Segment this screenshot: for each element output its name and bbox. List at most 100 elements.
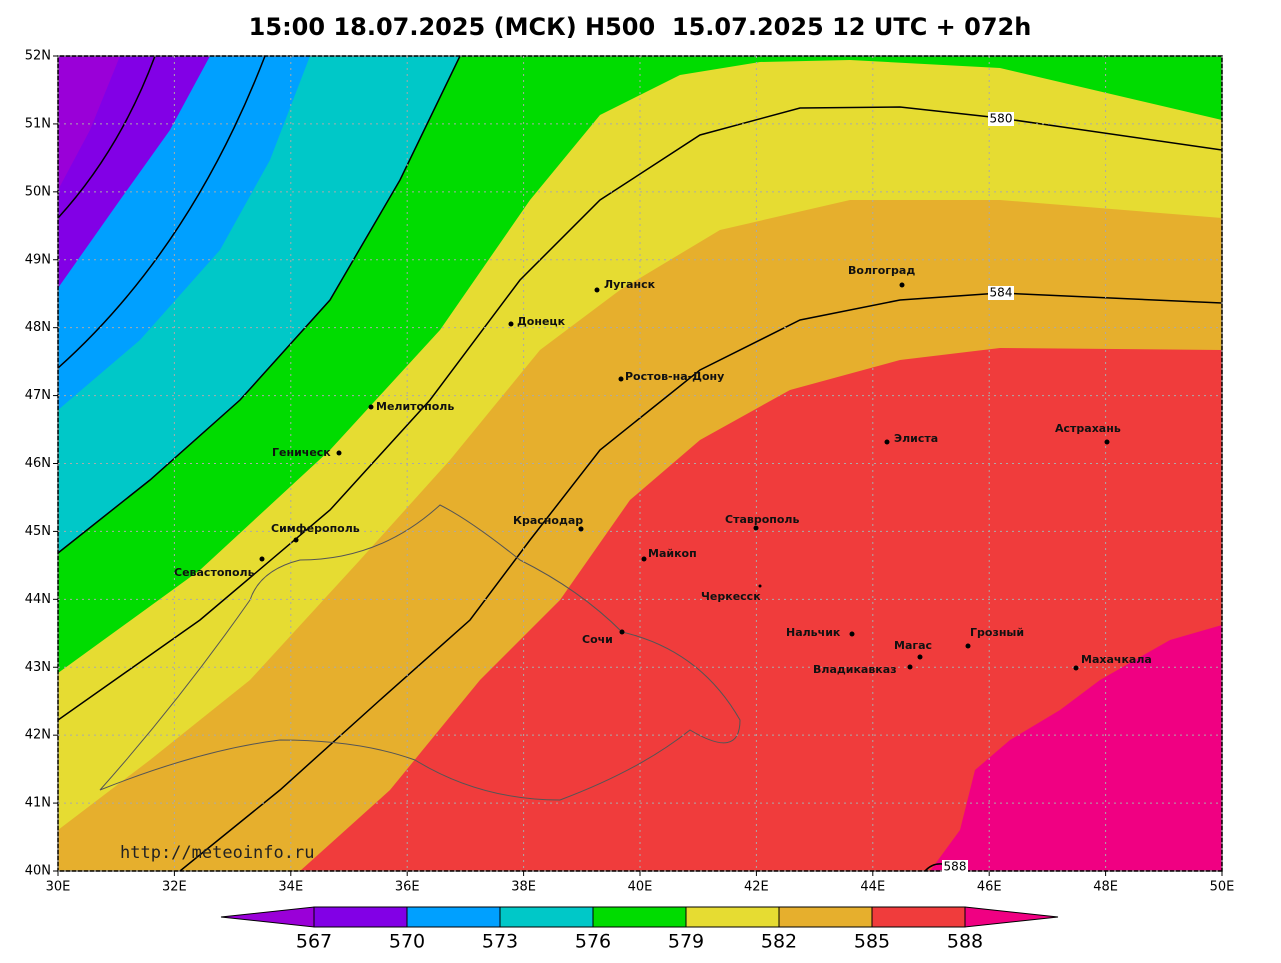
colorbar-tick-label: 588 — [947, 931, 983, 953]
x-tick-label: 32E — [162, 880, 187, 895]
colorbar-tick-label: 585 — [854, 931, 890, 953]
colorbar-segment — [313, 906, 408, 928]
city-dot — [1073, 665, 1079, 671]
colorbar-segment — [406, 906, 501, 928]
y-tick-label: 51N — [25, 116, 51, 131]
y-tick-label: 41N — [25, 796, 51, 811]
city-dot — [1104, 439, 1110, 445]
city-label: Донецк — [517, 315, 566, 328]
contours — [58, 56, 1222, 871]
city-dot — [336, 450, 342, 456]
city-dot — [594, 287, 600, 293]
x-tick-label: 34E — [278, 880, 303, 895]
city-label: Элиста — [894, 432, 938, 445]
y-tick-label: 45N — [25, 524, 51, 539]
city-dot — [508, 321, 514, 327]
city-label: Владикавказ — [813, 663, 897, 676]
x-tick-label: 50E — [1210, 880, 1235, 895]
contour-label: 588 — [944, 860, 967, 874]
city-dot — [884, 439, 890, 445]
city-label: Симферополь — [271, 522, 360, 535]
city-dot — [578, 526, 584, 532]
source-url: http://meteoinfo.ru — [120, 843, 314, 863]
y-tick-label: 47N — [25, 388, 51, 403]
city-label: Мелитополь — [376, 400, 454, 413]
city-dot — [641, 556, 647, 562]
coastline — [99, 504, 741, 801]
contour-line — [179, 292, 1222, 871]
city-dot — [758, 584, 762, 588]
city-label: Волгоград — [848, 264, 915, 277]
city-label: Нальчик — [786, 626, 841, 639]
city-label: Сочи — [582, 633, 613, 646]
x-tick-label: 44E — [860, 880, 885, 895]
city-label: Черкесск — [701, 590, 761, 603]
field — [58, 56, 1222, 871]
y-tick-label: 50N — [25, 184, 51, 199]
title: 15:00 18.07.2025 (МСК) H500 15.07.2025 1… — [249, 13, 1032, 41]
colorbar-tick-label: 567 — [296, 931, 332, 953]
y-tick-label: 40N — [25, 864, 51, 879]
x-tick-label: 38E — [511, 880, 536, 895]
y-tick-label: 48N — [25, 320, 51, 335]
colorbar-extend — [964, 906, 1059, 928]
colorbar-segment — [592, 906, 687, 928]
colorbar-segment — [499, 906, 594, 928]
city-label: Махачкала — [1081, 653, 1152, 666]
city-dot — [618, 376, 624, 382]
city-dot — [849, 631, 855, 637]
colorbar-segment — [871, 906, 966, 928]
city-dot — [917, 654, 923, 660]
y-tick-label: 44N — [25, 592, 51, 607]
x-tick-label: 30E — [46, 880, 71, 895]
y-tick-label: 52N — [25, 49, 51, 64]
city-dot — [619, 629, 625, 635]
city-dot — [293, 537, 299, 543]
contour-label: 584 — [990, 286, 1013, 300]
colorbar-tick-label: 570 — [389, 931, 425, 953]
city-dot — [368, 404, 374, 410]
contour-line — [58, 56, 266, 369]
city-label: Краснодар — [513, 514, 583, 527]
y-tick-label: 42N — [25, 728, 51, 743]
city-dot — [965, 643, 971, 649]
city-label: Майкоп — [648, 547, 697, 560]
colorbar-segment — [685, 906, 780, 928]
city-dot — [899, 282, 905, 288]
y-tick-label: 43N — [25, 660, 51, 675]
city-label: Магас — [894, 639, 932, 652]
x-tick-label: 48E — [1093, 880, 1118, 895]
contour-line — [58, 56, 461, 554]
contour-line — [58, 106, 1222, 721]
band — [300, 348, 1222, 871]
contour-labels: 580 584 588 — [942, 112, 1014, 874]
city-label: Севастополь — [174, 566, 255, 579]
label-box — [988, 112, 1014, 126]
colorbar-tick-label: 573 — [482, 931, 518, 953]
band — [930, 625, 1222, 871]
city-label: Астрахань — [1055, 422, 1121, 435]
grid: 30E 32E 34E 36E 38E 40E 42E 44E 46E 48E 50E 40N 41N 4… — [25, 49, 1235, 895]
city-label: Луганск — [604, 278, 656, 291]
label-box — [988, 286, 1014, 300]
city-dot — [259, 556, 265, 562]
colorbar-tick-label: 579 — [668, 931, 704, 953]
x-tick-label: 36E — [395, 880, 420, 895]
contour-line — [58, 56, 156, 219]
colorbar: 567 570 573 576 579 582 585 588 — [220, 906, 1059, 953]
colorbar-extend — [220, 906, 315, 928]
city-dot — [753, 525, 759, 531]
x-tick-label: 40E — [628, 880, 653, 895]
x-tick-label: 42E — [744, 880, 769, 895]
cities: Луганск Донецк Волгоград Ростов-на-Дону … — [174, 264, 1152, 676]
city-label: Ставрополь — [725, 513, 799, 526]
city-label: Ростов-на-Дону — [625, 370, 724, 383]
city-dot — [907, 664, 913, 670]
label-box — [942, 860, 968, 874]
x-tick-label: 46E — [977, 880, 1002, 895]
y-tick-label: 49N — [25, 252, 51, 267]
contour-label: 580 — [990, 112, 1013, 126]
city-label: Грозный — [970, 626, 1024, 639]
colorbar-segment — [778, 906, 873, 928]
